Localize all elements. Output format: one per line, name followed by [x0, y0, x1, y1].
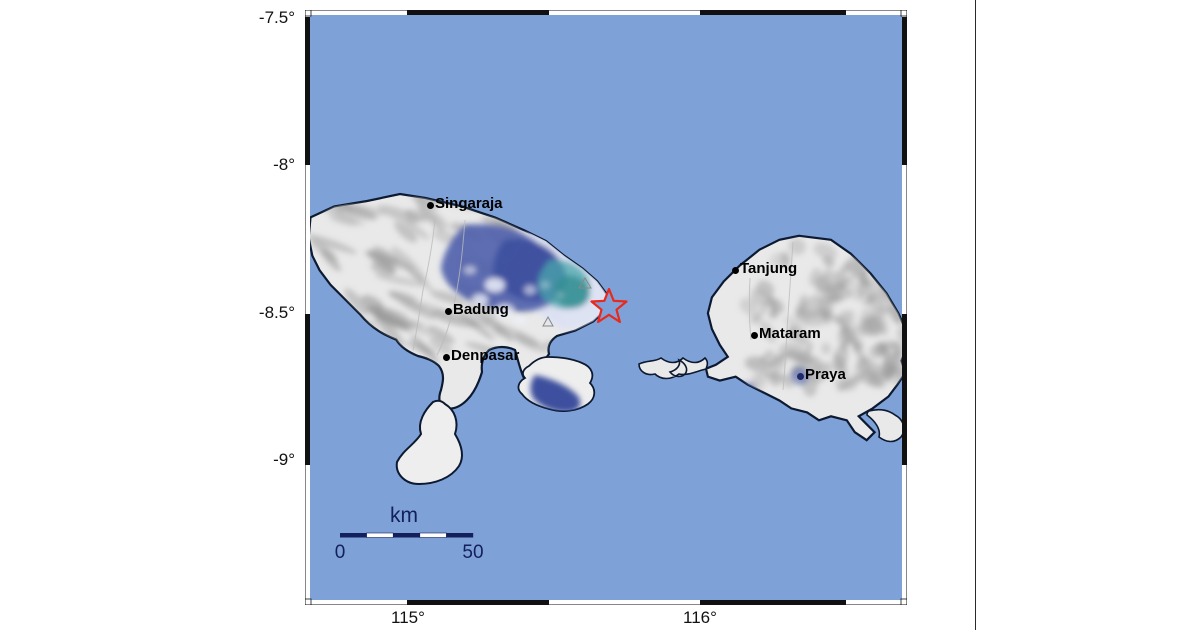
svg-text:km: km: [390, 504, 418, 527]
svg-text:50: 50: [462, 542, 483, 563]
svg-text:0: 0: [335, 542, 346, 563]
